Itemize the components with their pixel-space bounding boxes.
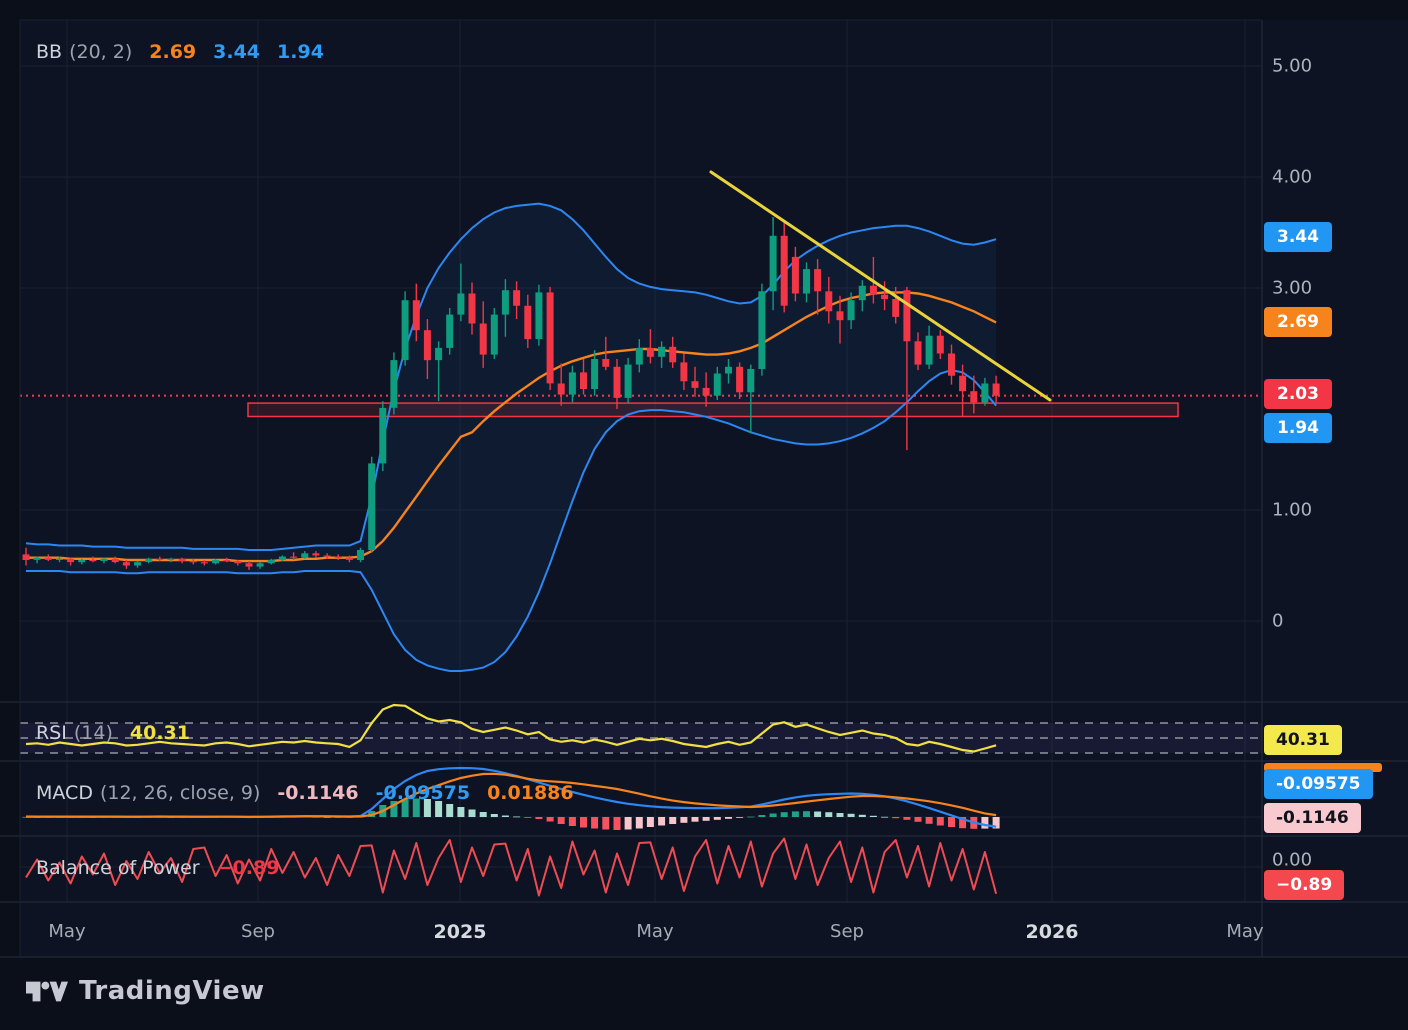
bb-fill [26,203,997,671]
time-label-month: May [1226,921,1264,942]
rsi-legend[interactable]: RSI (14) 40.31 [36,722,190,744]
bb-legend-title: BB [36,41,63,63]
trendline-drawing[interactable] [709,170,1052,402]
tradingview-logo-icon [26,981,68,1001]
price-tick-label: 0 [1272,610,1284,632]
price-badge: -0.1146 [1264,803,1361,833]
macd-hist-value: -0.1146 [277,782,359,804]
time-label-month: Sep [830,921,864,942]
rsi-line [25,703,997,753]
price-badge: 2.69 [1264,307,1332,337]
rsi-legend-title: RSI [36,722,67,744]
price-tick-label: 0.00 [1272,849,1313,871]
rsi-value: 40.31 [129,722,190,744]
macd-line-value: -0.09575 [375,782,471,804]
price-badge: -0.09575 [1264,769,1373,799]
price-badge: 2.03 [1264,379,1332,409]
time-label-month: Sep [241,921,275,942]
price-badge: 3.44 [1264,222,1332,252]
macd-legend-title: MACD [36,782,93,804]
bb-legend[interactable]: BB (20, 2) 2.69 3.44 1.94 [36,41,324,63]
macd-signal-value: 0.01886 [487,782,574,804]
macd-signal-line [26,772,997,818]
macd-legend-params: (12, 26, close, 9) [99,782,261,804]
time-label-year: 2026 [1025,921,1079,943]
bb-upper-band [25,202,997,551]
bb-upper-value: 3.44 [213,41,261,63]
macd-legend[interactable]: MACD (12, 26, close, 9) -0.1146 -0.09575… [36,782,574,804]
rsi-legend-params: (14) [73,722,113,744]
price-badge: 1.94 [1264,413,1332,443]
time-label-year: 2025 [433,921,487,943]
price-tick-label: 3.00 [1272,277,1313,299]
time-label-month: May [48,921,86,942]
bop-line [25,837,998,897]
macd-histogram [22,798,1000,830]
bb-basis-value: 2.69 [149,41,197,63]
time-label-month: May [636,921,674,942]
bb-basis-line [26,291,997,563]
bop-legend-title: Balance of Power [36,857,200,879]
tradingview-logo[interactable]: TradingView [26,976,265,1006]
bb-legend-params: (20, 2) [69,41,133,63]
price-tick-label: 5.00 [1272,55,1313,77]
bb-lower-band [26,369,997,672]
price-badge: 40.31 [1264,725,1342,755]
price-range-box[interactable] [247,402,1179,418]
tradingview-logo-text: TradingView [79,976,265,1006]
price-tick-label: 4.00 [1272,166,1313,188]
bop-value: −0.89 [216,857,280,879]
price-badge: −0.89 [1264,870,1345,900]
bb-lower-value: 1.94 [277,41,324,63]
candles[interactable] [22,217,1000,570]
bop-legend[interactable]: Balance of Power −0.89 [36,857,279,879]
price-tick-label: 1.00 [1272,499,1313,521]
macd-signal-axis-badge [1264,763,1382,772]
